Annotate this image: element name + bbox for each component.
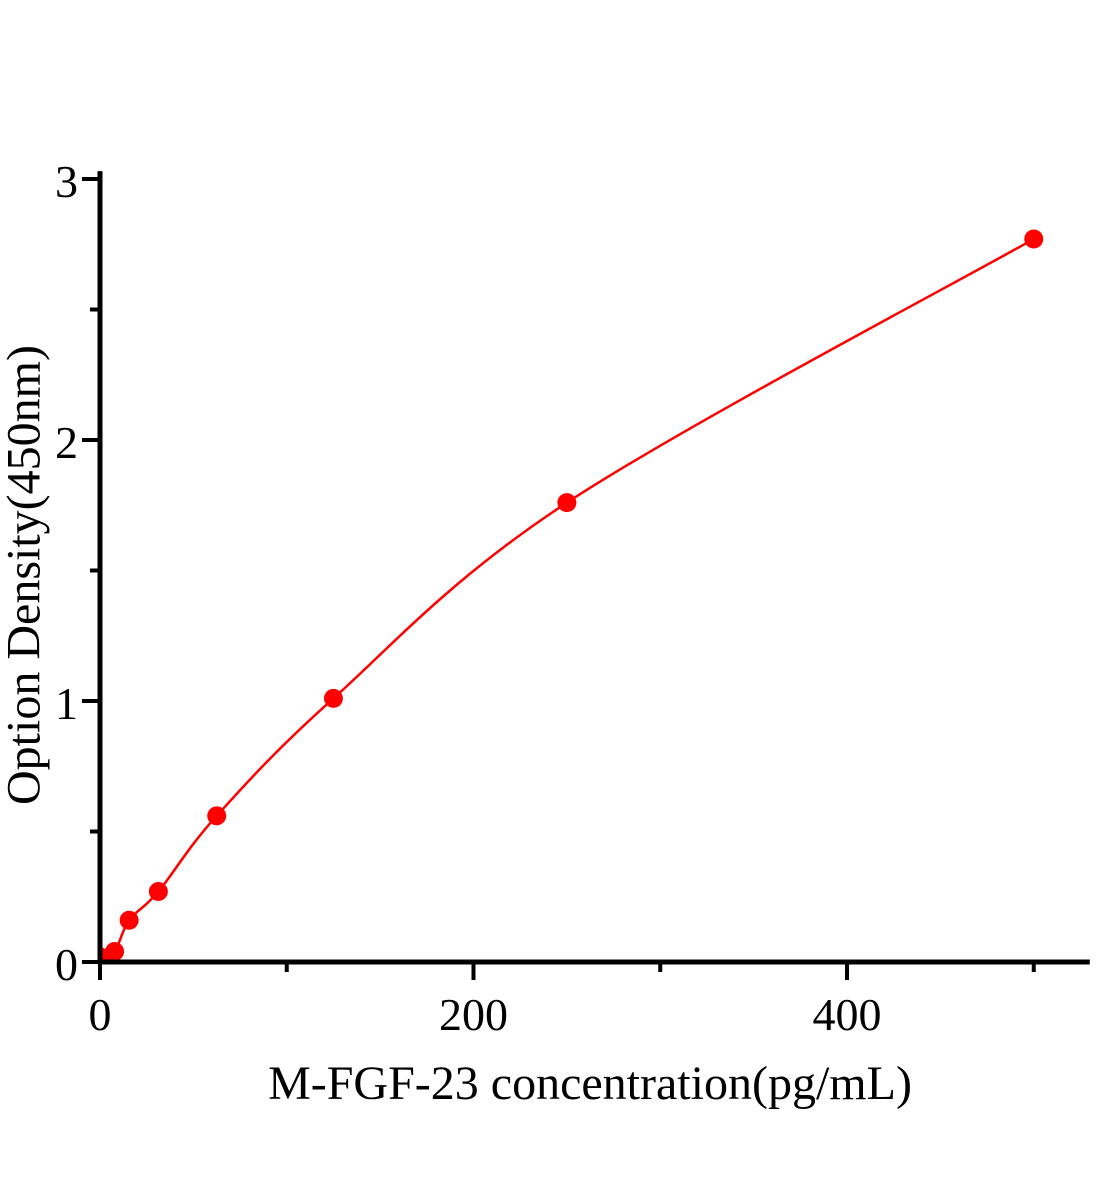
data-point-marker	[207, 806, 227, 826]
x-axis-title: M-FGF-23 concentration(pg/mL)	[268, 1057, 912, 1110]
series-group	[100, 229, 1044, 963]
y-tick-label: 3	[55, 156, 78, 207]
y-tick-label: 0	[55, 939, 78, 990]
data-point-marker	[557, 493, 577, 513]
x-tick-label: 0	[89, 989, 112, 1040]
y-tick-label: 1	[55, 678, 78, 729]
data-point-marker	[323, 688, 343, 708]
standard-curve-line	[100, 237, 1035, 959]
y-tick-label: 2	[55, 417, 78, 468]
axes-group	[82, 171, 1090, 980]
data-point-marker	[1024, 229, 1044, 249]
x-tick-label: 200	[439, 989, 508, 1040]
tick-labels-group: 0 1 2 3 0 200 400	[55, 156, 882, 1040]
y-axis-title: Option Density(450nm)	[0, 345, 51, 805]
data-point-marker	[148, 882, 168, 902]
data-point-marker	[119, 910, 139, 930]
x-tick-label: 400	[813, 989, 882, 1040]
data-point-marker	[105, 942, 125, 962]
